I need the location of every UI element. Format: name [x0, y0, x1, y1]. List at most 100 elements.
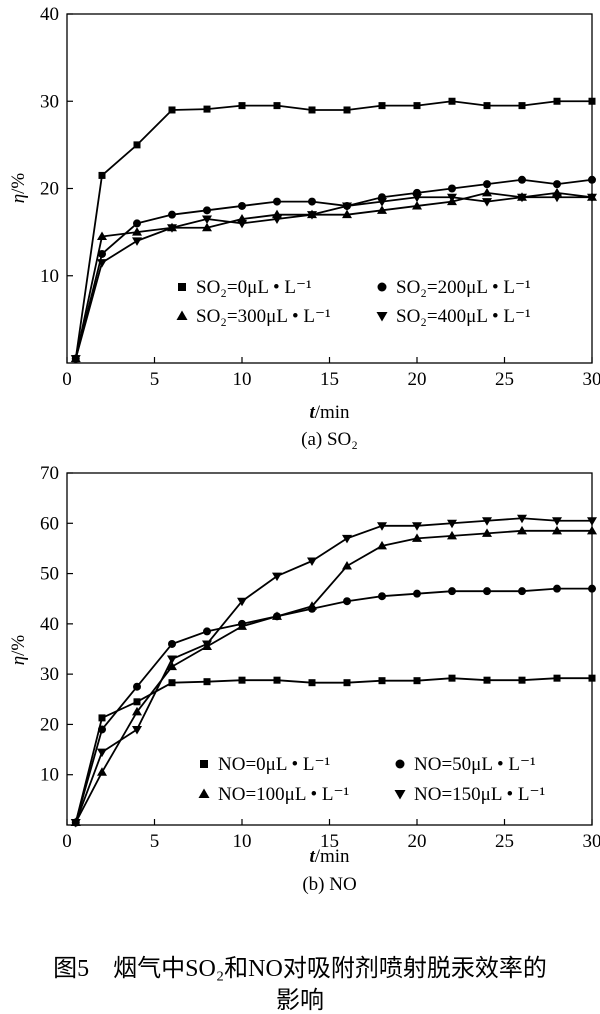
x-axis-variable: t: [309, 846, 315, 867]
legend-label: SO₂=300μL • L⁻¹: [196, 306, 331, 327]
data-point: [133, 219, 141, 228]
data-point: [588, 584, 596, 593]
series-line: [74, 587, 592, 823]
data-point: [412, 200, 422, 210]
data-point: [307, 601, 317, 610]
data-point: [238, 676, 246, 684]
data-point: [98, 714, 106, 722]
y-axis-title: η/%: [8, 173, 29, 204]
y-tick-label: 70: [40, 463, 59, 484]
data-point: [272, 572, 282, 582]
y-tick-label: 30: [40, 664, 59, 685]
x-tick-label: 5: [150, 831, 160, 852]
data-point: [413, 589, 421, 598]
data-point: [203, 206, 211, 215]
data-point: [308, 197, 316, 206]
data-point: [342, 534, 352, 544]
data-point: [342, 209, 352, 219]
data-point: [132, 725, 142, 735]
data-point: [482, 528, 492, 537]
legend: NO=0μL • L⁻¹ NO=50μL • L⁻¹ NO=100μL • L⁻¹ N…: [198, 754, 546, 805]
data-point: [307, 211, 317, 220]
data-point: [97, 767, 107, 776]
data-point: [203, 105, 211, 113]
legend-label: SO₂=400μL • L⁻¹: [396, 306, 531, 327]
y-tick-label: 10: [40, 765, 59, 786]
legend-marker: [376, 312, 388, 322]
y-axis-unit: /%: [8, 635, 29, 656]
data-point: [448, 97, 456, 105]
data-point: [588, 175, 596, 184]
data-point: [238, 102, 246, 110]
legend-label: SO₂=200μL • L⁻¹: [396, 277, 531, 298]
data-point: [132, 227, 142, 236]
chart-caption: (a) SO₂: [301, 429, 358, 450]
data-point: [98, 171, 106, 179]
data-point: [168, 106, 176, 114]
data-point: [412, 193, 422, 203]
data-point: [70, 818, 81, 828]
series-triangle-down: [70, 514, 597, 828]
data-point: [70, 355, 81, 364]
data-point: [552, 525, 562, 535]
data-point: [483, 180, 491, 189]
data-point: [377, 205, 387, 214]
figure-caption-line-2: 影响: [276, 987, 324, 1014]
data-point: [553, 584, 561, 593]
data-point: [447, 530, 457, 540]
x-tick-label: 25: [495, 369, 514, 390]
data-point: [97, 231, 107, 240]
data-point: [343, 679, 351, 687]
y-axis-variable: η: [8, 194, 29, 203]
series-line: [74, 100, 592, 359]
data-point: [378, 102, 386, 110]
data-point: [168, 210, 176, 219]
series-line: [74, 178, 593, 359]
data-point: [342, 202, 352, 211]
data-point: [377, 198, 387, 207]
y-tick-label: 20: [40, 179, 59, 200]
data-point: [237, 621, 247, 630]
chart-so2: 0 5 10 15 20 25 30 10 20 30 40 η/% t/min (a) SO₂ SO₂=0…: [8, 4, 600, 450]
legend-marker: [395, 759, 405, 769]
data-point: [482, 198, 492, 207]
data-point: [448, 587, 456, 596]
legend-label: SO₂=0μL • L⁻¹: [196, 277, 312, 298]
x-axis-title: t/min: [309, 402, 350, 423]
x-axis-unit: /min: [315, 846, 350, 867]
legend-label: NO=50μL • L⁻¹: [414, 754, 536, 775]
data-point: [517, 514, 527, 524]
data-point: [447, 193, 457, 203]
series-triangle-up: [70, 187, 597, 363]
series-line: [74, 529, 592, 823]
data-point: [202, 222, 212, 232]
data-point: [413, 677, 421, 685]
data-point: [448, 184, 456, 193]
data-point: [447, 519, 457, 529]
x-tick-label: 20: [408, 369, 427, 390]
data-point: [483, 587, 491, 596]
x-tick-label: 0: [62, 831, 72, 852]
legend-label: NO=150μL • L⁻¹: [414, 784, 546, 805]
data-point: [133, 141, 141, 149]
y-tick-label: 40: [40, 614, 59, 635]
data-point: [342, 561, 352, 570]
data-point: [343, 597, 351, 606]
data-point: [97, 748, 107, 758]
y-tick-label: 60: [40, 513, 59, 534]
legend-marker: [178, 283, 186, 291]
data-point: [553, 180, 561, 189]
data-point: [448, 674, 456, 682]
data-point: [273, 676, 281, 684]
data-point: [237, 219, 247, 229]
data-point: [413, 102, 421, 110]
data-point: [168, 679, 176, 687]
legend-marker: [176, 310, 188, 320]
legend-marker: [377, 282, 387, 292]
data-point: [518, 102, 526, 110]
series-triangle-down: [70, 193, 597, 364]
x-tick-label: 25: [495, 831, 514, 852]
data-point: [132, 237, 142, 246]
data-point: [377, 522, 387, 531]
